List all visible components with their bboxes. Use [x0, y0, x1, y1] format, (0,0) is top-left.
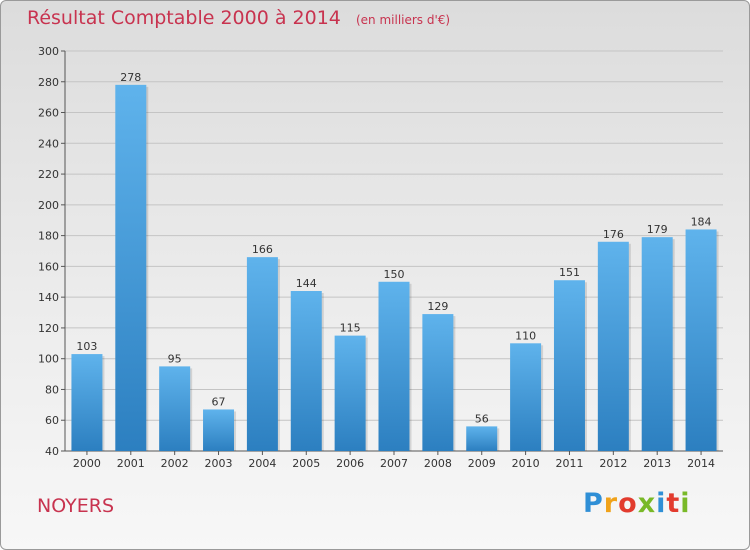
- logo-letter: i: [680, 488, 691, 519]
- bar-value-label: 67: [212, 395, 226, 408]
- y-tick-label: 120: [38, 322, 59, 335]
- x-tick-label: 2010: [512, 457, 540, 470]
- bar-value-label: 278: [120, 71, 141, 84]
- chart-title-text: Résultat Comptable 2000 à 2014: [27, 7, 341, 29]
- bar: [597, 241, 629, 451]
- bar: [290, 291, 322, 451]
- logo-letter: P: [583, 488, 604, 519]
- logo-letter: o: [618, 488, 638, 519]
- x-tick-label: 2001: [117, 457, 145, 470]
- bar: [159, 366, 191, 451]
- bar: [422, 314, 454, 451]
- bar-value-label: 56: [475, 412, 489, 425]
- y-tick-label: 240: [38, 137, 59, 150]
- x-tick-label: 2005: [292, 457, 320, 470]
- logo-letter: i: [656, 488, 667, 519]
- bar-value-label: 166: [252, 243, 273, 256]
- bar-value-label: 115: [340, 322, 361, 335]
- bar-value-label: 95: [168, 352, 182, 365]
- town-name: NOYERS: [37, 495, 115, 517]
- y-tick-label: 200: [38, 199, 59, 212]
- bar: [466, 426, 498, 451]
- bar: [510, 343, 542, 451]
- bar: [378, 281, 410, 451]
- y-tick-label: 260: [38, 107, 59, 120]
- x-tick-label: 2012: [599, 457, 627, 470]
- bar-value-label: 144: [296, 277, 317, 290]
- bar-value-label: 129: [427, 300, 448, 313]
- bar: [203, 409, 235, 451]
- y-tick-label: 140: [38, 291, 59, 304]
- bar: [71, 354, 103, 451]
- bar-value-label: 179: [647, 223, 668, 236]
- x-tick-label: 2009: [468, 457, 496, 470]
- x-tick-label: 2008: [424, 457, 452, 470]
- x-tick-label: 2011: [555, 457, 583, 470]
- bar-value-label: 151: [559, 266, 580, 279]
- x-tick-label: 2000: [73, 457, 101, 470]
- x-tick-label: 2004: [248, 457, 276, 470]
- bar: [246, 257, 278, 451]
- bar-value-label: 184: [691, 215, 712, 228]
- y-tick-label: 280: [38, 76, 59, 89]
- y-tick-label: 40: [45, 445, 59, 458]
- y-tick-label: 180: [38, 230, 59, 243]
- bar: [334, 335, 366, 451]
- chart-title: Résultat Comptable 2000 à 2014 (en milli…: [27, 7, 450, 29]
- chart-unit: (en milliers d'€): [355, 13, 451, 27]
- y-tick-label: 220: [38, 168, 59, 181]
- x-tick-label: 2003: [205, 457, 233, 470]
- bar: [641, 237, 673, 451]
- logo-letter: t: [666, 488, 681, 519]
- x-tick-label: 2014: [687, 457, 715, 470]
- y-tick-label: 60: [45, 414, 59, 427]
- proxiti-logo: Proxiti: [583, 488, 691, 519]
- bar-value-label: 103: [76, 340, 97, 353]
- logo-letter: x: [637, 488, 657, 519]
- bar-value-label: 150: [384, 268, 405, 281]
- bar: [115, 84, 147, 451]
- bar-value-label: 176: [603, 228, 624, 241]
- bar: [685, 229, 717, 451]
- x-tick-label: 2013: [643, 457, 671, 470]
- x-tick-label: 2006: [336, 457, 364, 470]
- x-tick-label: 2002: [161, 457, 189, 470]
- y-tick-label: 160: [38, 260, 59, 273]
- logo-letter: r: [603, 488, 619, 519]
- bar-value-label: 110: [515, 329, 536, 342]
- x-tick-label: 2007: [380, 457, 408, 470]
- y-tick-label: 80: [45, 383, 59, 396]
- bar: [553, 280, 585, 451]
- y-tick-label: 300: [38, 45, 59, 58]
- y-tick-label: 100: [38, 353, 59, 366]
